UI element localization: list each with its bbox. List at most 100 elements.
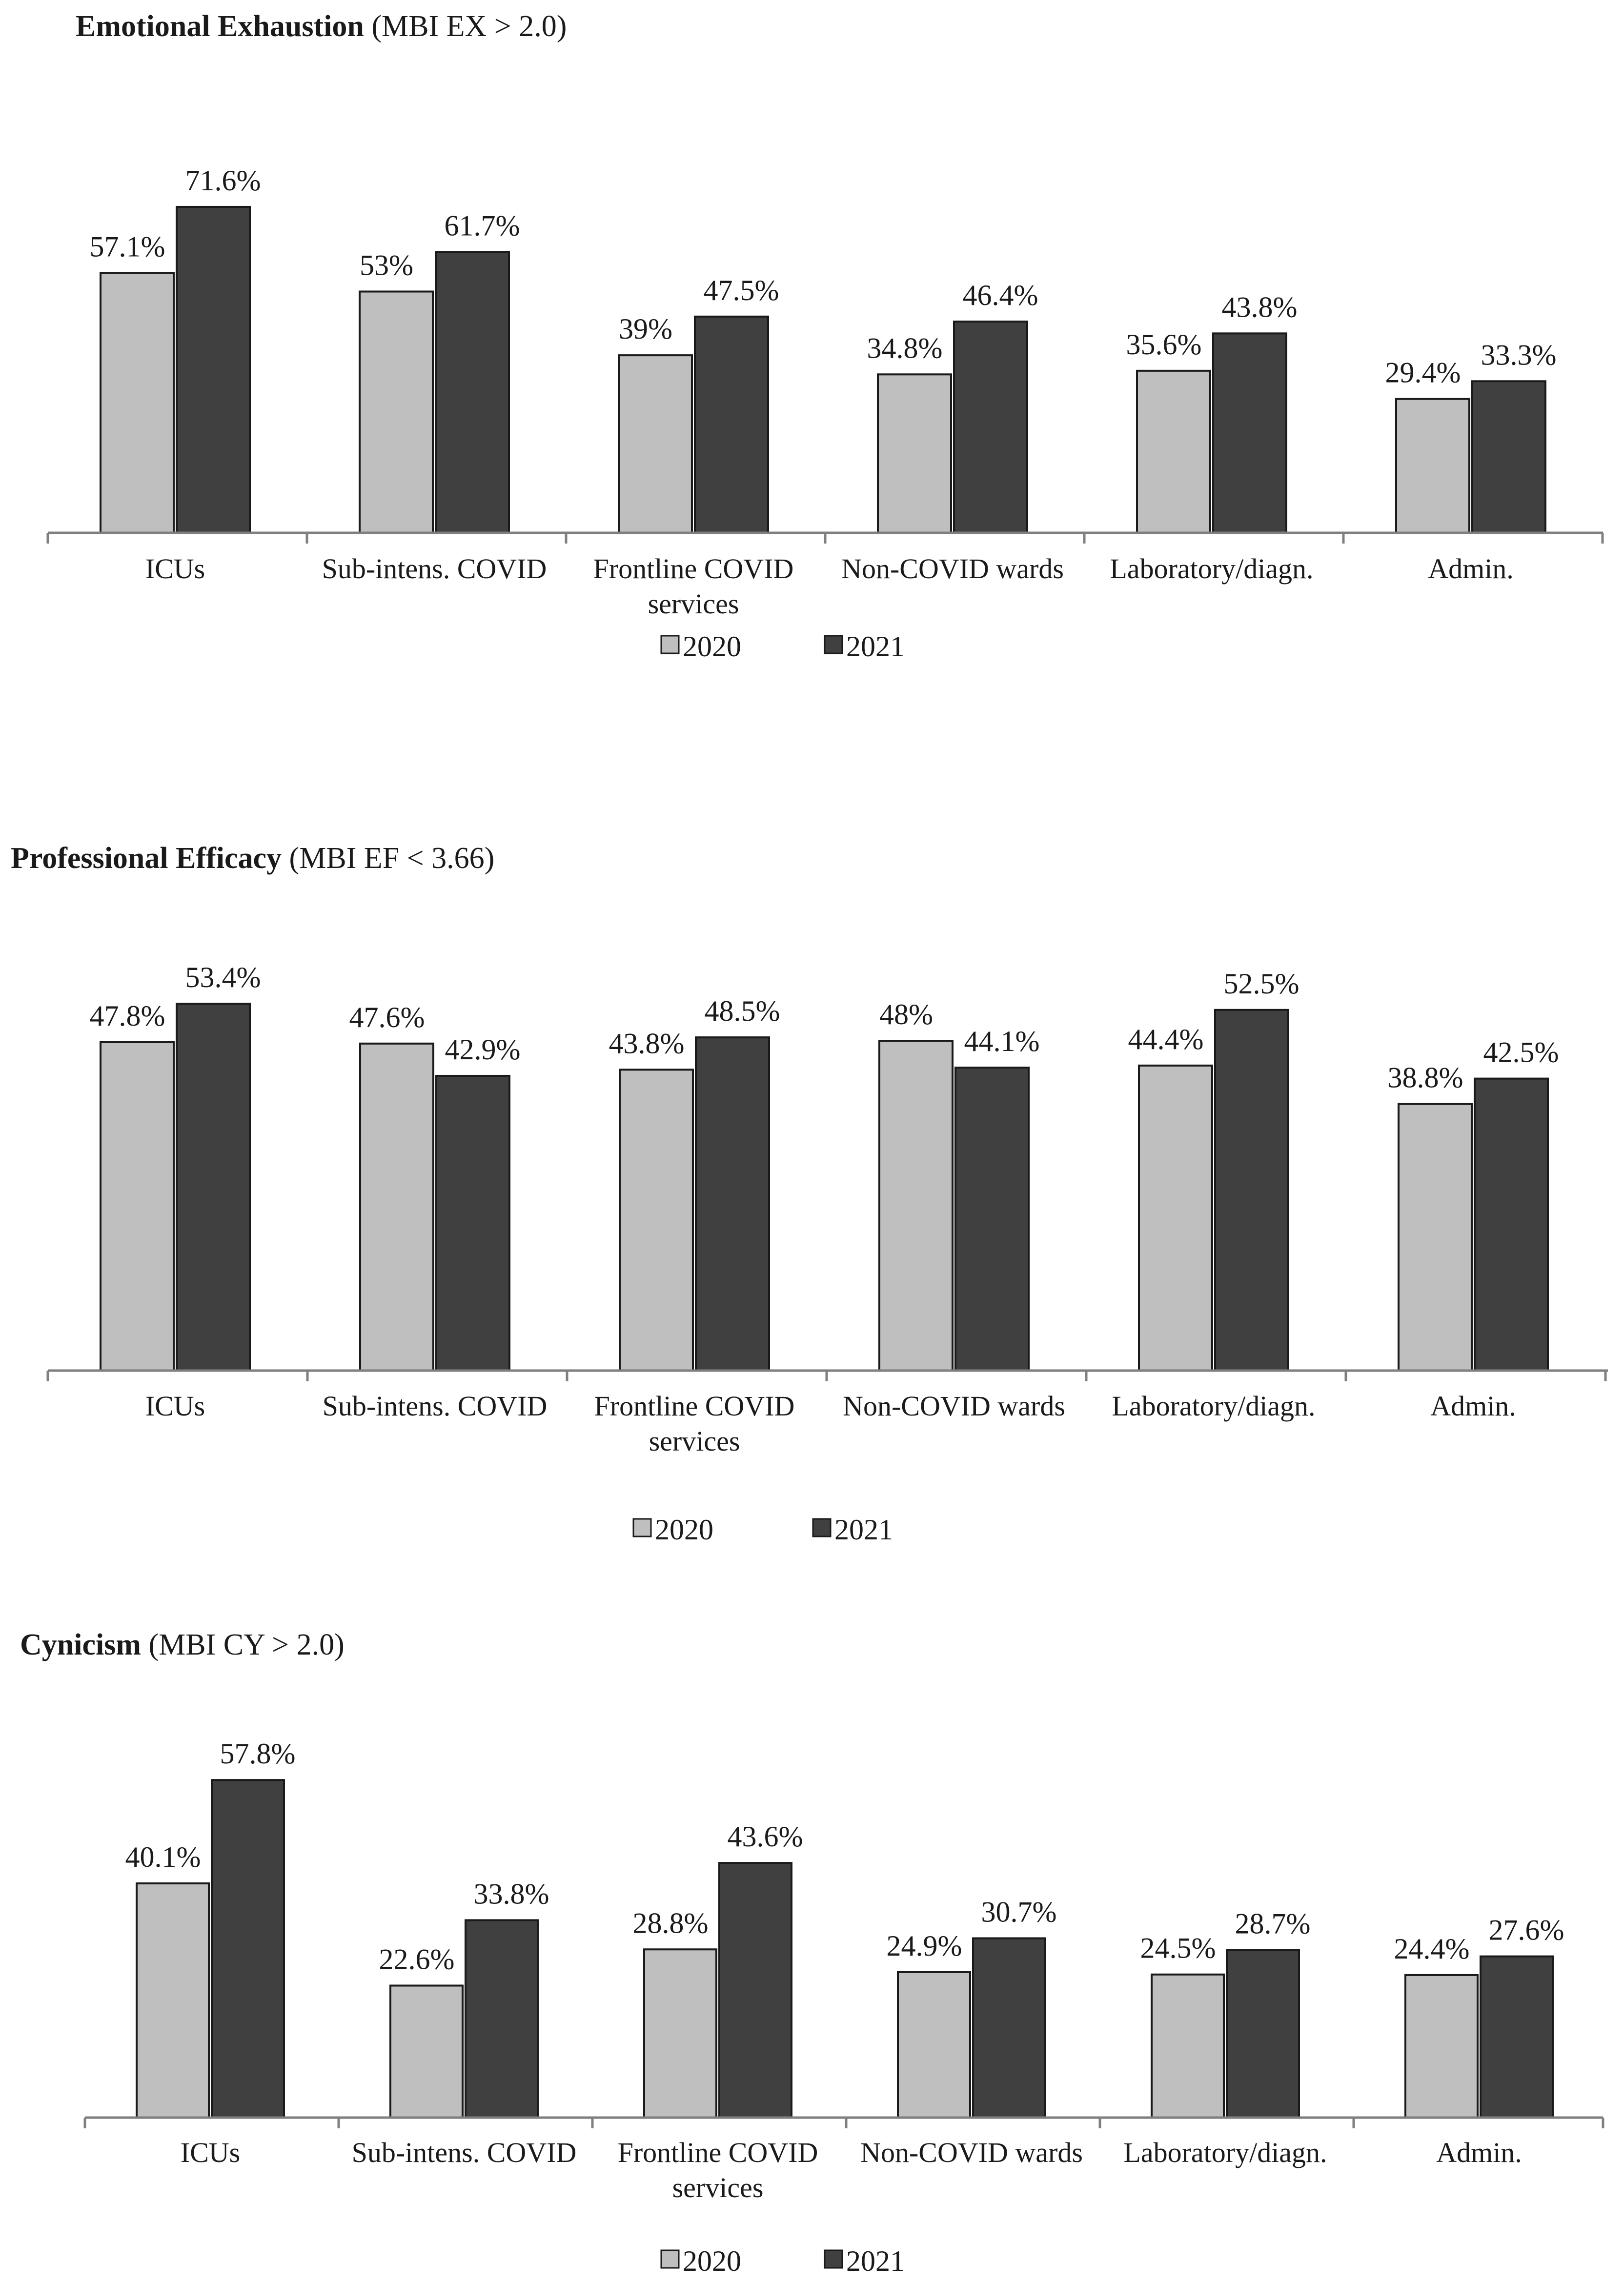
data-label-admin-2021: 27.6% [1489,1914,1564,1946]
category-label-line: Laboratory/diagn. [1112,1390,1315,1422]
bar-sub-intens-covid-2020 [359,290,434,534]
data-label-frontline-covid-services-2021: 48.5% [705,995,780,1027]
data-label-non-covid-wards-2020: 48% [879,998,933,1030]
category-label-admin: Admin. [1430,1390,1516,1422]
chart-title: Cynicism (MBI CY > 2.0) [20,1628,345,1661]
legend-label-2020: 2020 [683,2245,741,2277]
bar-laboratory-diagn-2021 [1214,1009,1289,1372]
category-label-line: Admin. [1430,1390,1516,1422]
data-label-frontline-covid-services-2021: 43.6% [728,1820,803,1853]
chart-title-subtitle: (MBI EF < 3.66) [282,842,494,875]
category-label-line: services [672,2172,764,2203]
legend-label-2021: 2021 [846,2245,905,2277]
data-label-sub-intens-covid-2020: 47.6% [349,1001,425,1033]
bar-laboratory-diagn-2020 [1151,1973,1225,2119]
bar-non-covid-wards-2020 [877,373,952,534]
legend-label-2020: 2020 [655,1514,713,1546]
bar-icus-2021 [211,1779,285,2119]
bar-frontline-covid-services-2021 [695,1036,770,1372]
bar-frontline-covid-services-2020 [619,1069,694,1372]
category-label-non-covid-wards: Non-COVID wards [843,1390,1065,1422]
emotional-exhaustion-chart: Emotional Exhaustion (MBI EX > 2.0) 57.1%… [46,10,1604,663]
data-label-admin-2020: 38.8% [1388,1062,1463,1094]
bar-sub-intens-covid-2021 [435,1074,510,1372]
chart-title: Emotional Exhaustion (MBI EX > 2.0) [76,10,567,43]
bar-non-covid-wards-2020 [878,1040,954,1372]
category-label-line: Admin. [1436,2137,1522,2168]
legend-label-2021: 2021 [846,630,905,663]
chart-title-subtitle: (MBI EX > 2.0) [364,10,567,43]
data-label-non-covid-wards-2020: 34.8% [867,332,943,364]
category-label-non-covid-wards: Non-COVID wards [860,2137,1083,2168]
legend: 2020 2021 [632,1514,893,1546]
category-label-sub-intens-covid: Sub-intens. COVID [323,1390,548,1422]
legend-swatch-2021 [824,2249,843,2269]
bar-admin-2021 [1474,1077,1549,1372]
chart-title-main: Cynicism [20,1628,141,1661]
data-label-laboratory-diagn-2021: 28.7% [1235,1907,1311,1940]
data-label-laboratory-diagn-2020: 24.5% [1140,1932,1216,1964]
bar-non-covid-wards-2020 [897,1971,971,2119]
bar-sub-intens-covid-2020 [389,1984,464,2119]
category-label-sub-intens-covid: Sub-intens. COVID [322,553,547,585]
data-label-sub-intens-covid-2021: 33.8% [474,1878,549,1910]
bar-icus-2021 [176,1003,251,1372]
bar-laboratory-diagn-2020 [1138,1064,1213,1372]
legend: 2020 2021 [660,2245,905,2277]
category-label-line: ICUs [145,553,205,585]
bar-admin-2020 [1398,1103,1473,1372]
bars-group: 40.1% 57.8% 22.6% 33.8% 28.8% 43.6% 24.9% 30.7%… [125,1738,1564,2119]
legend-swatch-2020 [660,2249,680,2269]
category-label-line: ICUs [145,1390,205,1422]
legend-swatch-2020 [660,635,680,654]
data-label-non-covid-wards-2021: 46.4% [963,279,1038,311]
bar-icus-2020 [100,1041,175,1372]
bar-frontline-covid-services-2021 [718,1862,792,2119]
category-label-sub-intens-covid: Sub-intens. COVID [352,2137,577,2168]
data-label-icus-2020: 40.1% [125,1841,201,1873]
bar-laboratory-diagn-2021 [1226,1949,1300,2119]
bar-laboratory-diagn-2020 [1136,369,1211,534]
data-label-admin-2021: 33.3% [1481,339,1557,371]
data-label-sub-intens-covid-2021: 42.9% [445,1033,521,1066]
data-label-icus-2021: 53.4% [185,961,261,993]
bar-non-covid-wards-2021 [972,1937,1046,2119]
category-label-laboratory-diagn: Laboratory/diagn. [1123,2137,1327,2168]
data-label-frontline-covid-services-2020: 39% [619,313,672,345]
data-label-sub-intens-covid-2020: 53% [360,249,413,282]
bar-icus-2020 [100,272,175,534]
bar-icus-2021 [176,205,251,534]
category-label-admin: Admin. [1428,553,1514,585]
data-label-sub-intens-covid-2021: 61.7% [445,209,520,242]
chart-title-subtitle: (MBI CY > 2.0) [141,1628,345,1661]
bar-non-covid-wards-2021 [954,1067,1030,1372]
cynicism-chart: Cynicism (MBI CY > 2.0) 40.1% 57.8% 22.6% 33… [20,1628,1604,2277]
bar-laboratory-diagn-2021 [1212,332,1287,534]
category-label-line: Non-COVID wards [841,553,1064,585]
bar-sub-intens-covid-2020 [359,1042,434,1372]
data-label-laboratory-diagn-2020: 35.6% [1126,328,1202,361]
data-label-icus-2021: 57.8% [220,1738,296,1770]
data-label-laboratory-diagn-2020: 44.4% [1128,1023,1204,1055]
legend-swatch-2021 [824,635,843,654]
category-label-line: Non-COVID wards [843,1390,1065,1422]
data-label-non-covid-wards-2021: 30.7% [981,1896,1057,1928]
bars-group: 47.8% 53.4% 47.6% 42.9% 43.8% 48.5% 48% 44.1% 44… [90,961,1559,1372]
professional-efficacy-chart: Professional Efficacy (MBI EF < 3.66) 47.… [11,842,1608,1546]
bar-frontline-covid-services-2020 [618,354,693,534]
bar-admin-2020 [1404,1974,1479,2119]
category-label-frontline-covid-services: Frontline COVID services [593,553,794,620]
bar-admin-2020 [1395,398,1470,534]
category-label-frontline-covid-services: Frontline COVID services [594,1390,795,1457]
data-label-laboratory-diagn-2021: 52.5% [1224,968,1299,1000]
data-label-icus-2021: 71.6% [185,164,261,197]
legend-label-2021: 2021 [834,1514,893,1546]
bar-non-covid-wards-2021 [953,321,1028,534]
legend: 2020 2021 [660,630,905,663]
data-label-sub-intens-covid-2020: 22.6% [379,1943,455,1975]
category-label-line: Frontline COVID [593,553,794,585]
category-label-line: Non-COVID wards [860,2137,1083,2168]
legend-swatch-2020 [632,1518,652,1537]
category-label-line: Admin. [1428,553,1514,585]
data-label-icus-2020: 47.8% [90,1000,165,1032]
